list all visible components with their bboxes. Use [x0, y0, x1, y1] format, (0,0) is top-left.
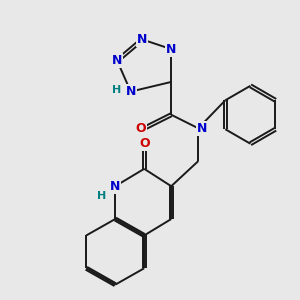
Text: N: N	[112, 54, 122, 67]
Text: O: O	[135, 122, 146, 135]
Text: N: N	[110, 180, 120, 193]
Text: N: N	[197, 122, 207, 135]
Text: H: H	[97, 191, 106, 201]
Text: H: H	[112, 85, 121, 95]
Text: N: N	[166, 43, 176, 56]
Text: N: N	[137, 33, 148, 46]
Text: O: O	[139, 137, 149, 150]
Text: N: N	[125, 85, 136, 98]
